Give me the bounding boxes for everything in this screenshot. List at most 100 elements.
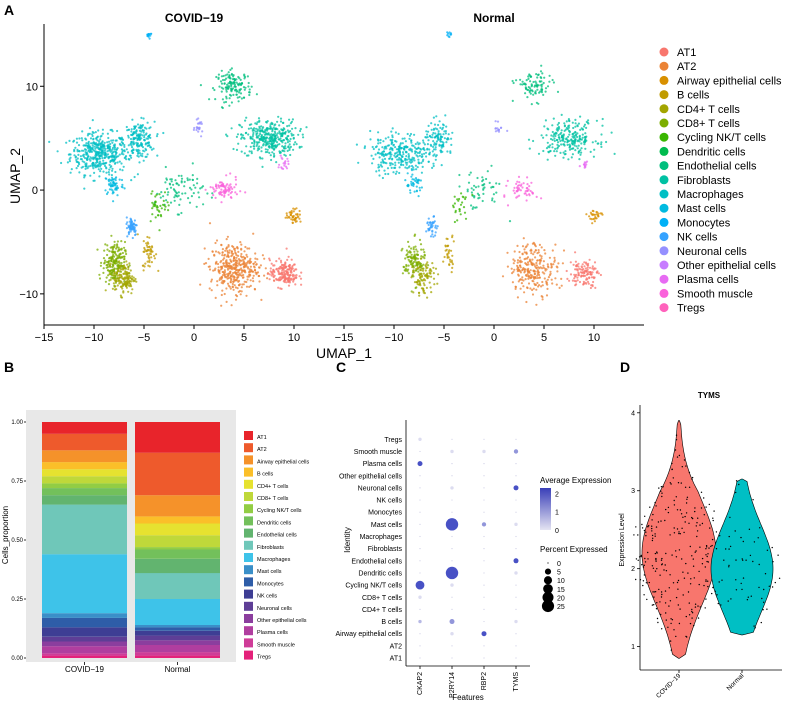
umap-point: [246, 75, 249, 78]
umap-point: [100, 261, 103, 264]
umap-point: [409, 132, 413, 136]
umap-point: [131, 146, 134, 149]
violin-point: [704, 566, 706, 568]
umap-point: [228, 75, 231, 78]
umap-point: [256, 136, 260, 139]
umap-point: [221, 248, 224, 251]
umap-point: [242, 269, 245, 272]
dotplot-dot: [419, 523, 421, 525]
dotplot-dot: [451, 596, 453, 598]
violin-point: [652, 567, 655, 569]
umap-point: [584, 161, 587, 164]
umap-legend-label: NK cells: [677, 232, 718, 244]
umap-point: [275, 134, 278, 137]
umap-point: [277, 115, 280, 118]
umap-point: [215, 239, 219, 242]
umap-point: [232, 75, 235, 78]
umap-point: [413, 250, 416, 253]
umap-point: [553, 139, 556, 142]
umap-point: [398, 171, 401, 175]
umap-point: [247, 267, 250, 270]
umap-point: [114, 170, 117, 174]
umap-point: [571, 153, 575, 156]
violin-point: [651, 604, 654, 606]
umap-point: [565, 120, 568, 123]
umap-point: [435, 154, 438, 157]
umap-point: [581, 266, 584, 269]
umap-point: [256, 258, 259, 261]
proportion-legend-label: CD8+ T cells: [257, 496, 289, 502]
umap-point: [574, 251, 577, 254]
proportion-segment: [135, 635, 220, 641]
umap-point: [252, 262, 255, 265]
umap-point: [73, 154, 76, 157]
violin-point: [646, 598, 648, 601]
umap-point: [273, 124, 276, 127]
violin-x-tick-label: Normal: [726, 672, 746, 692]
umap-point: [547, 266, 550, 269]
violin-point: [725, 548, 727, 550]
umap-point: [254, 257, 257, 260]
violin-point: [710, 545, 712, 548]
proportion-legend-label: B cells: [257, 472, 273, 478]
umap-point: [440, 146, 443, 149]
umap-point: [131, 275, 134, 278]
umap-point: [247, 133, 250, 136]
umap-point: [108, 250, 111, 253]
umap-point: [98, 273, 101, 276]
umap-point: [519, 270, 522, 273]
umap-point: [529, 259, 532, 262]
umap-point: [573, 144, 576, 147]
umap-point: [91, 142, 94, 145]
umap-point: [139, 124, 142, 127]
umap-point: [285, 214, 289, 217]
umap-point: [253, 140, 256, 144]
umap-point: [400, 163, 403, 166]
umap-point: [518, 264, 522, 267]
umap-point: [113, 267, 116, 270]
violin-point: [670, 622, 672, 625]
umap-point: [600, 143, 603, 146]
umap-point: [285, 247, 288, 250]
umap-legend-swatch: [659, 232, 669, 242]
violin-point: [656, 617, 659, 620]
umap-legend-label: CD4+ T cells: [677, 104, 740, 116]
umap-point: [268, 142, 271, 145]
umap-point: [540, 91, 544, 94]
umap-point: [536, 276, 540, 280]
dotplot-feature-label: CKAP2: [417, 672, 424, 695]
umap-point: [155, 253, 158, 256]
umap-point: [516, 261, 519, 264]
umap-point: [452, 204, 455, 207]
umap-point: [198, 126, 201, 130]
dotplot-size-dot: [542, 591, 554, 603]
umap-point: [69, 171, 72, 174]
umap-point: [404, 179, 407, 182]
dotplot-size-dot: [544, 568, 552, 575]
umap-point: [535, 101, 539, 104]
umap-point: [228, 285, 231, 288]
umap-point: [235, 254, 238, 257]
violin-point: [653, 596, 655, 598]
umap-point: [577, 274, 581, 277]
umap-point: [466, 190, 469, 193]
proportion-legend-swatch: [244, 589, 253, 599]
umap-point: [577, 122, 581, 125]
proportion-segment: [42, 450, 127, 463]
umap-point: [196, 177, 199, 180]
umap-point: [240, 137, 243, 140]
violin-point: [642, 584, 644, 587]
violin-y-tick-label: 3: [631, 488, 635, 495]
umap-point: [140, 130, 143, 133]
umap-point: [130, 221, 133, 224]
violin-point: [768, 585, 770, 587]
umap-point: [286, 216, 289, 219]
umap-point: [545, 294, 549, 297]
violin-point: [763, 588, 765, 591]
umap-point: [433, 220, 436, 223]
umap-point: [276, 132, 279, 135]
umap-point: [582, 280, 586, 283]
umap-point: [386, 167, 390, 170]
umap-point: [545, 280, 548, 283]
umap-point: [258, 156, 261, 159]
